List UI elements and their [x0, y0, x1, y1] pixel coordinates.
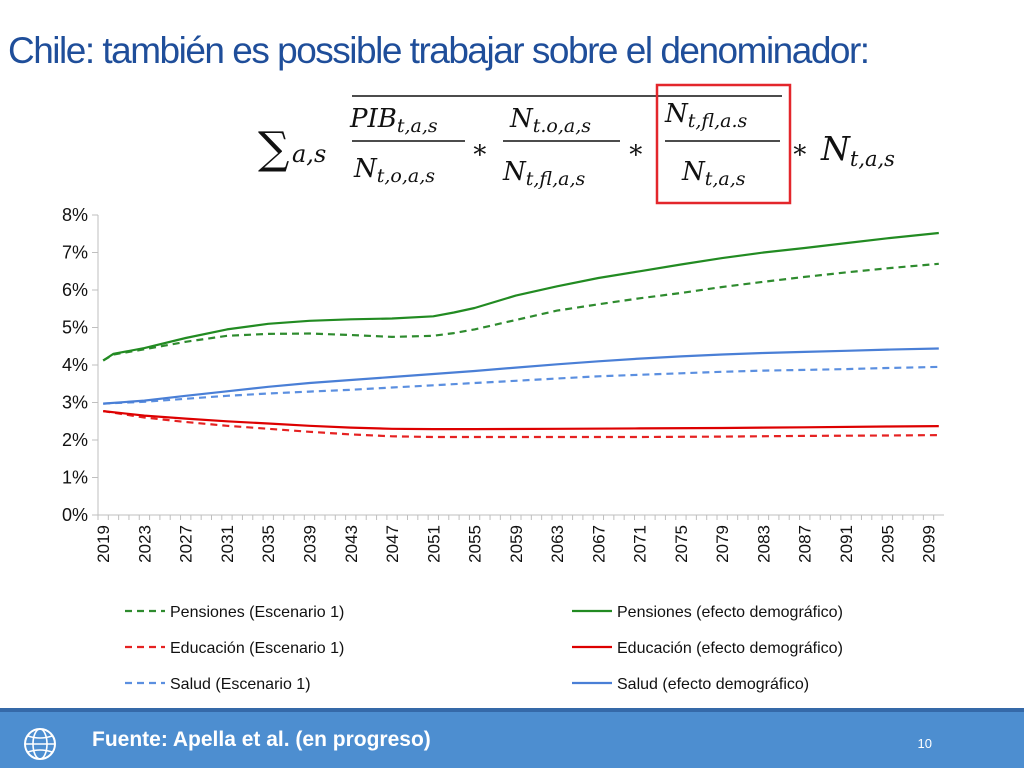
- series-line: [102, 231, 939, 362]
- x-tick-label: 2035: [259, 525, 278, 563]
- formula-f1-den-sub: t,o,a,s: [377, 165, 436, 187]
- legend-label: Educación (Escenario 1): [170, 640, 344, 657]
- legend-label: Pensiones (efecto demográfico): [617, 604, 843, 621]
- y-tick-label: 0%: [62, 505, 88, 525]
- formula-f1-num: PIBt,a,s: [349, 104, 438, 137]
- x-tick-label: 2055: [466, 525, 485, 563]
- x-tick-label: 2047: [383, 525, 402, 563]
- x-tick-label: 2063: [548, 525, 567, 563]
- x-tick-label: 2079: [713, 525, 732, 563]
- x-tick-label: 2075: [672, 525, 691, 563]
- formula-f3-den-sub: t,a,s: [705, 168, 746, 190]
- formula-highlight-box: [655, 83, 792, 205]
- slide-title: Chile: también es possible trabajar sobr…: [8, 30, 870, 71]
- formula-times-2: ∗: [627, 135, 645, 165]
- formula-last-main: N: [820, 129, 851, 168]
- formula-last-sub: t,a,s: [850, 147, 895, 171]
- formula-f2-den-main: N: [502, 157, 527, 187]
- legend-label: Pensiones (Escenario 1): [170, 604, 344, 621]
- y-tick-label: 7%: [62, 243, 88, 263]
- formula-f3-num: Nt,fl,a.s: [664, 99, 748, 132]
- y-tick-label: 8%: [62, 205, 88, 225]
- x-tick-label: 2051: [424, 525, 443, 563]
- x-tick-label: 2019: [94, 525, 113, 563]
- formula-times-3: ∗: [791, 135, 809, 165]
- formula-f2-num-main: N: [509, 104, 534, 134]
- x-tick-label: 2023: [135, 525, 154, 563]
- formula-f2-den-sub: t,fl,a,s: [526, 168, 586, 190]
- legend-label: Salud (Escenario 1): [170, 676, 311, 693]
- legend-label: Educación (efecto demográfico): [617, 640, 843, 657]
- x-tick-label: 2091: [837, 525, 856, 563]
- x-tick-label: 2071: [631, 525, 650, 563]
- x-tick-label: 2087: [796, 525, 815, 563]
- formula-f3-num-sub: t,fl,a.s: [688, 110, 748, 132]
- formula-f1-num-sub: t,a,s: [397, 115, 438, 137]
- y-tick-label: 6%: [62, 280, 88, 300]
- y-tick-label: 4%: [62, 355, 88, 375]
- formula-f1-den-main: N: [353, 154, 378, 184]
- legend-label: Salud (efecto demográfico): [617, 676, 809, 693]
- page-number: 10: [917, 736, 932, 751]
- x-tick-label: 2099: [920, 525, 939, 563]
- y-tick-label: 2%: [62, 430, 88, 450]
- formula-sum-sub: a,s: [292, 140, 326, 168]
- formula-times-1: ∗: [471, 135, 489, 165]
- series-line: [103, 365, 939, 405]
- x-tick-label: 2027: [177, 525, 196, 563]
- x-tick-label: 2039: [301, 525, 320, 563]
- formula-last: Nt,a,s: [820, 129, 895, 171]
- x-tick-label: 2067: [589, 525, 608, 563]
- x-tick-label: 2083: [754, 525, 773, 563]
- x-tick-label: 2043: [342, 525, 361, 563]
- formula-f1-num-main: PIB: [349, 104, 397, 134]
- source-note: Fuente: Apella et al. (en progreso): [92, 728, 431, 751]
- y-tick-label: 1%: [62, 468, 88, 488]
- series-line: [103, 347, 939, 405]
- formula-f2-num-sub: t.o,a,s: [533, 115, 592, 137]
- series-line: [102, 262, 939, 362]
- formula-sum: ∑: [258, 123, 289, 174]
- formula-f3-den-main: N: [681, 157, 706, 187]
- footer-stripe: [0, 708, 1024, 712]
- series-line: [103, 410, 939, 431]
- globe-icon: [24, 728, 56, 760]
- formula: ∑ a,s PIBt,a,s Nt,o,a,s ∗ Nt.o,a,s Nt,fl…: [258, 83, 895, 205]
- y-tick-label: 5%: [62, 318, 88, 338]
- x-tick-label: 2095: [878, 525, 897, 563]
- x-tick-label: 2059: [507, 525, 526, 563]
- formula-f2-den: Nt,fl,a,s: [502, 157, 586, 190]
- formula-f1-den: Nt,o,a,s: [353, 154, 435, 187]
- footer-bar: Fuente: Apella et al. (en progreso) 10: [0, 708, 1024, 768]
- formula-f3-den: Nt,a,s: [681, 157, 746, 190]
- formula-f3-num-main: N: [664, 99, 689, 129]
- line-chart: 0% 1% 2% 3% 4% 5% 6% 7% 8% 2019 2023 2027 2031 2035 20…: [62, 205, 944, 693]
- x-tick-label: 2031: [218, 525, 237, 563]
- y-tick-label: 3%: [62, 393, 88, 413]
- formula-f2-num: Nt.o,a,s: [509, 104, 591, 137]
- series-line: [103, 410, 939, 439]
